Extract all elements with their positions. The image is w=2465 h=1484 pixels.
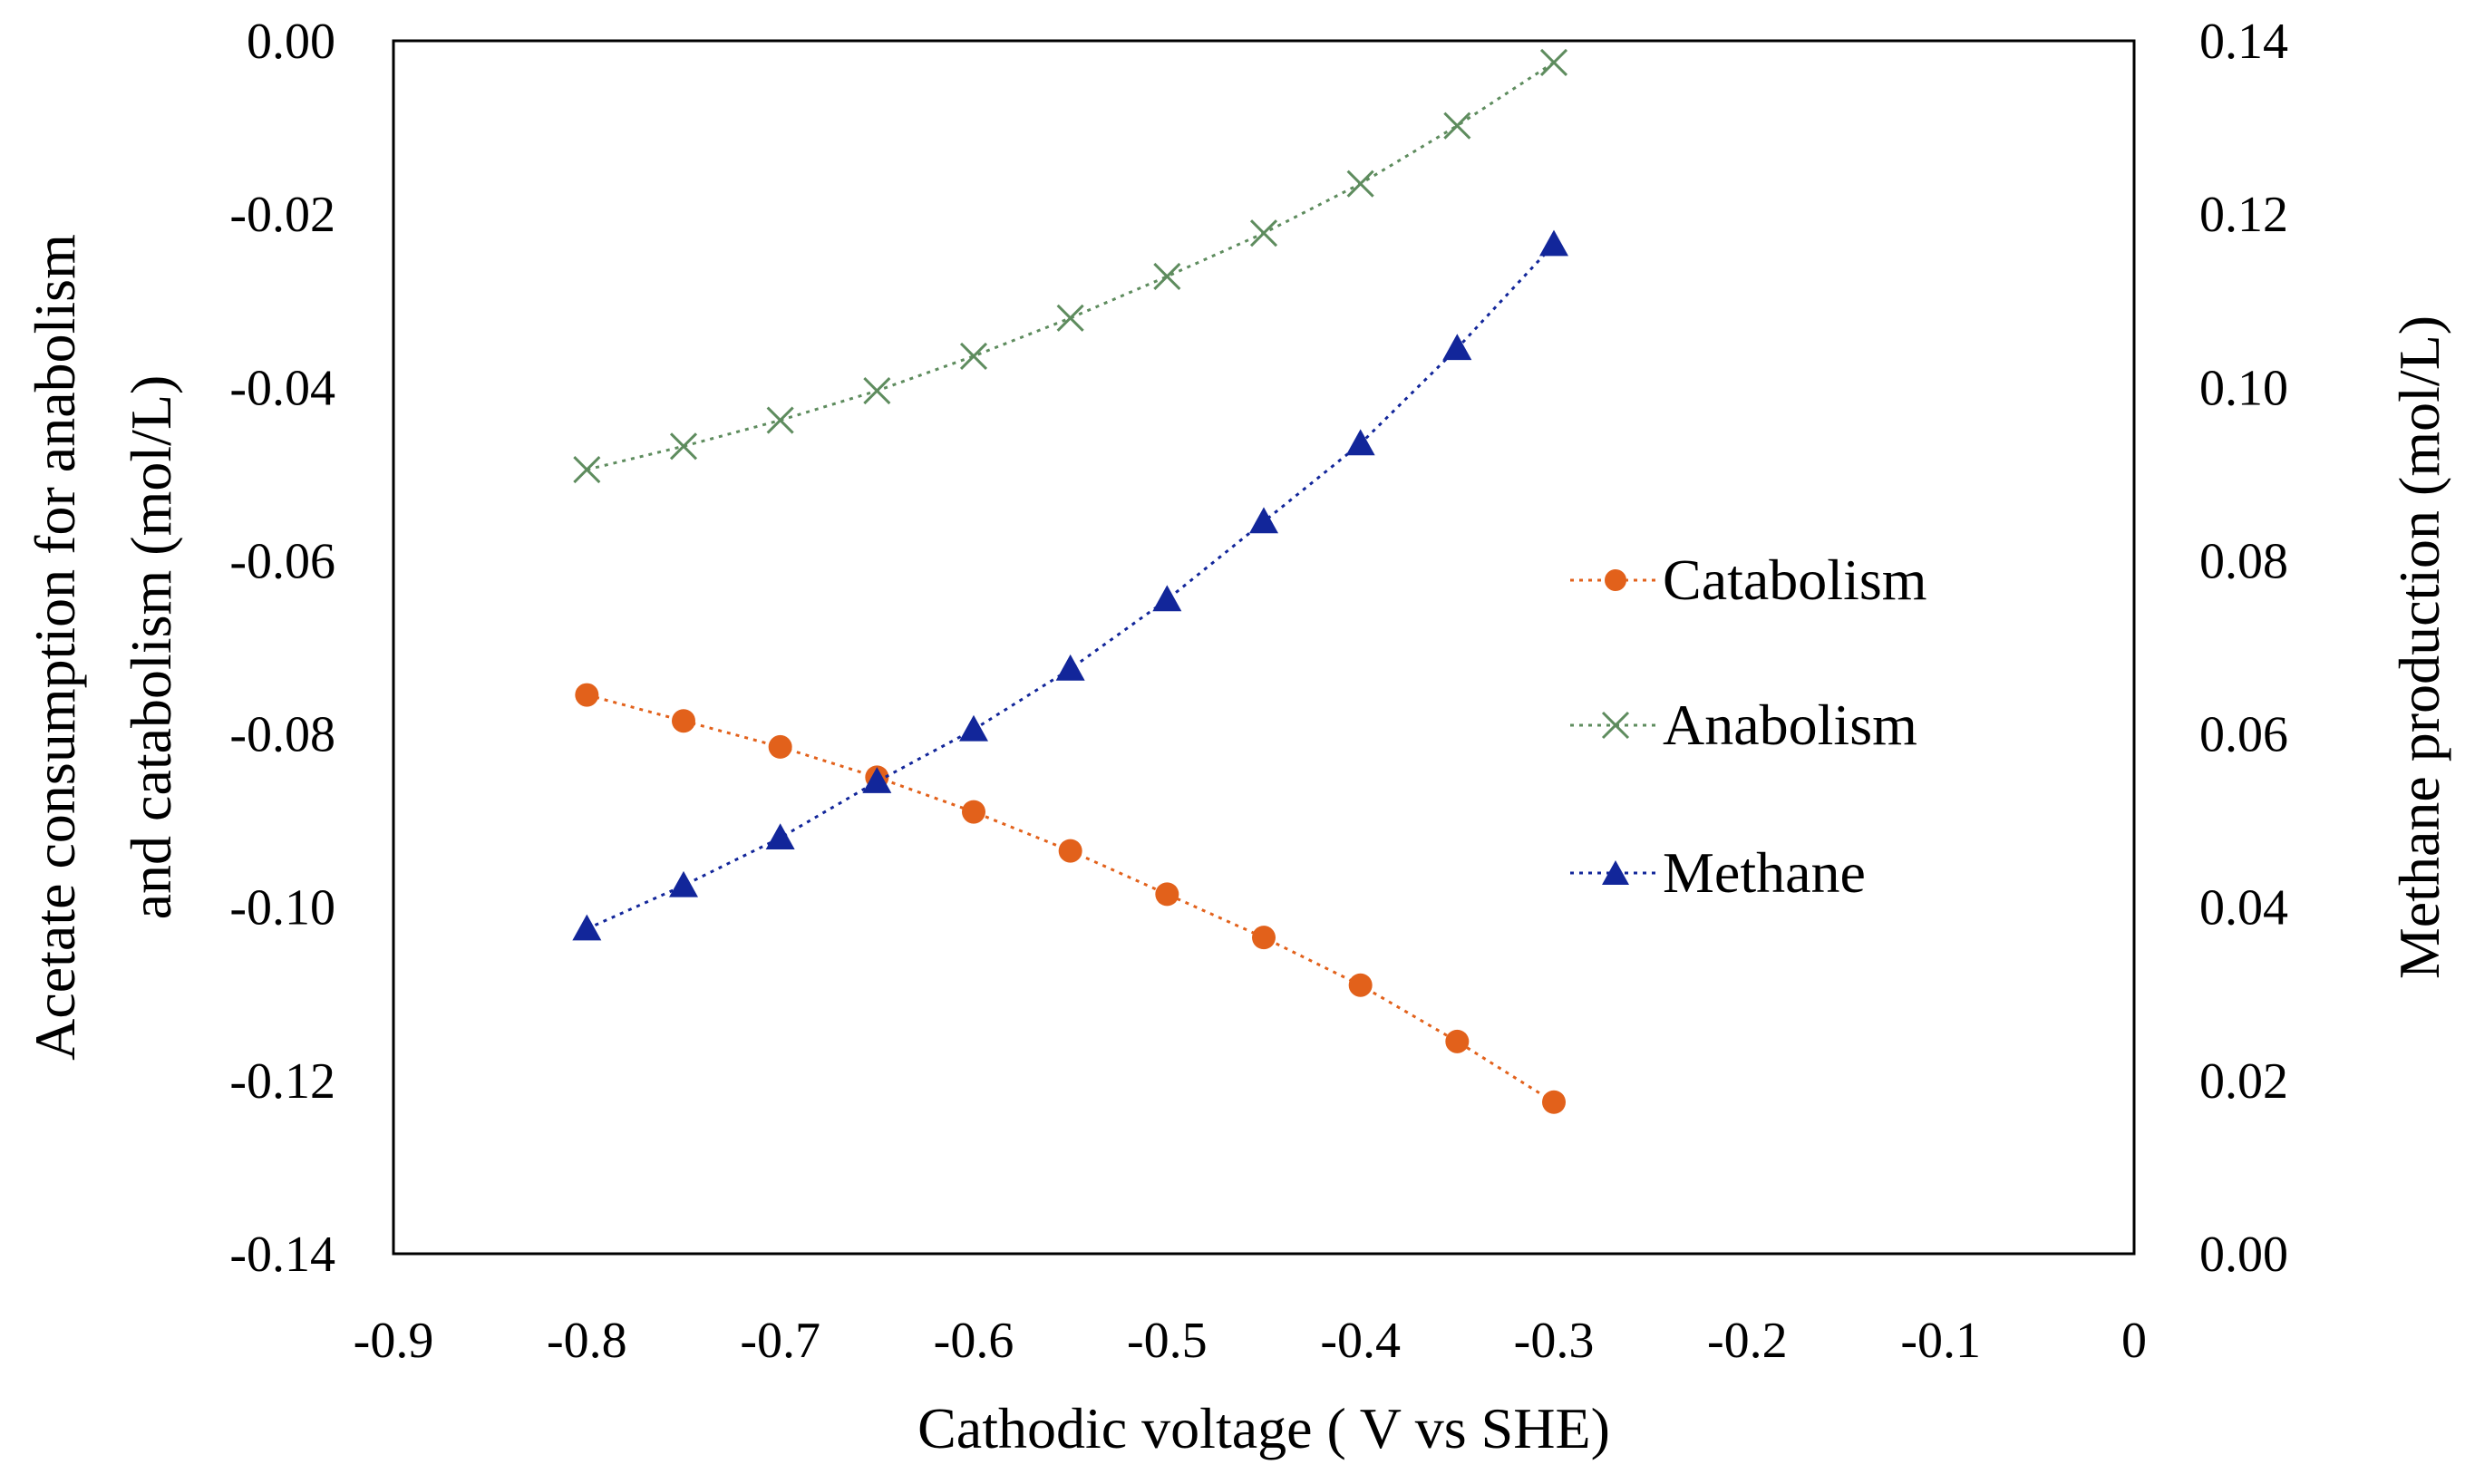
y-left-axis-title-line-1: Acetate consumption for anabolism	[23, 234, 87, 1061]
data-point-methane	[1442, 334, 1472, 361]
x-tick-label: -0.7	[740, 1313, 820, 1369]
data-point-anabolism	[573, 456, 601, 484]
x-tick-label: -0.5	[1127, 1313, 1208, 1369]
data-point-methane	[959, 714, 988, 742]
data-point-catabolism	[1542, 1090, 1566, 1114]
y-right-tick-label: 0.08	[2199, 533, 2288, 589]
x-tick-label: -0.8	[547, 1313, 627, 1369]
data-point-catabolism	[1252, 926, 1276, 950]
series-catabolism	[575, 683, 1566, 1114]
y-left-tick-label: -0.08	[229, 707, 335, 763]
data-point-anabolism	[1153, 262, 1181, 291]
legend-item-catabolism: Catabolism	[1570, 548, 1927, 612]
series-methane	[572, 229, 1568, 941]
x-tick-label: -0.3	[1514, 1313, 1595, 1369]
y-right-tick-label: 0.12	[2199, 187, 2288, 243]
x-axis-ticks: -0.9 -0.8 -0.7 -0.6 -0.5 -0.4 -0.3 -0.2 -0.1 0	[354, 1313, 2147, 1369]
data-point-catabolism	[1445, 1029, 1470, 1053]
x-tick-label: -0.4	[1320, 1313, 1401, 1369]
data-point-anabolism	[766, 406, 794, 434]
data-point-methane	[1055, 654, 1085, 681]
data-point-catabolism	[672, 709, 695, 733]
data-point-anabolism	[1249, 219, 1278, 247]
x-tick-label: -0.1	[1900, 1313, 1981, 1369]
data-point-anabolism	[959, 342, 988, 370]
legend-label-anabolism: Anabolism	[1663, 693, 1917, 757]
data-point-catabolism	[768, 734, 792, 759]
data-point-methane	[669, 870, 698, 897]
y-right-tick-label: 0.02	[2199, 1053, 2288, 1110]
y-left-tick-label: -0.10	[229, 880, 335, 936]
series-layer	[572, 48, 1568, 1114]
data-point-anabolism	[669, 432, 698, 461]
y-right-axis-ticks: 0.14 0.12 0.10 0.08 0.06 0.04 0.02 0.00	[2199, 14, 2288, 1283]
series-line-methane	[586, 243, 1556, 930]
legend-x-marker-icon	[1601, 711, 1630, 740]
y-left-tick-label: -0.12	[229, 1053, 335, 1110]
data-point-methane	[862, 767, 892, 793]
series-anabolism	[573, 48, 1568, 484]
data-point-methane	[1345, 429, 1375, 456]
data-point-catabolism	[962, 800, 985, 824]
legend-label-methane: Methane	[1663, 840, 1866, 905]
legend-item-methane: Methane	[1570, 840, 1866, 905]
y-left-tick-label: 0.00	[247, 14, 335, 70]
legend-label-catabolism: Catabolism	[1663, 548, 1927, 612]
data-point-methane	[1249, 507, 1278, 534]
y-left-axis-title-line-2: and catabolism (mol/L)	[119, 375, 183, 920]
legend: Catabolism Anabolism Methane	[1570, 548, 1927, 905]
x-tick-label: -0.9	[354, 1313, 434, 1369]
y-right-axis-title: Methane production (mol/L)	[2387, 315, 2451, 979]
data-point-anabolism	[1056, 304, 1084, 332]
x-tick-label: 0	[2121, 1313, 2147, 1369]
y-right-tick-label: 0.00	[2199, 1227, 2288, 1283]
data-point-anabolism	[1539, 48, 1568, 76]
y-right-tick-label: 0.04	[2199, 880, 2288, 936]
y-left-tick-label: -0.04	[229, 360, 335, 416]
data-point-catabolism	[1155, 882, 1179, 907]
data-point-catabolism	[1058, 839, 1082, 863]
x-axis-title: Cathodic voltage ( V vs SHE)	[917, 1396, 1610, 1460]
legend-circle-marker-icon	[1605, 569, 1626, 591]
data-point-anabolism	[863, 377, 891, 405]
y-left-tick-label: -0.02	[229, 187, 335, 243]
data-point-anabolism	[1443, 112, 1471, 140]
data-point-methane	[572, 914, 602, 941]
y-right-tick-label: 0.14	[2199, 14, 2288, 70]
y-left-axis-ticks: 0.00 -0.02 -0.04 -0.06 -0.08 -0.10 -0.12 -0.14	[229, 14, 335, 1283]
plot-area	[392, 39, 2136, 1256]
data-point-anabolism	[1346, 170, 1374, 198]
legend-item-anabolism: Anabolism	[1570, 693, 1917, 757]
y-right-tick-label: 0.10	[2199, 360, 2288, 416]
series-line-catabolism	[586, 694, 1555, 1104]
x-tick-label: -0.2	[1707, 1313, 1788, 1369]
data-point-methane	[765, 823, 795, 850]
x-tick-label: -0.6	[934, 1313, 1014, 1369]
data-point-catabolism	[1348, 973, 1373, 997]
y-left-tick-label: -0.06	[229, 533, 335, 589]
legend-triangle-marker-icon	[1602, 860, 1629, 885]
data-point-methane	[1539, 229, 1568, 257]
series-line-anabolism	[586, 61, 1555, 471]
y-right-tick-label: 0.06	[2199, 707, 2288, 763]
data-point-methane	[1152, 585, 1182, 612]
y-left-tick-label: -0.14	[229, 1227, 335, 1283]
data-point-catabolism	[575, 683, 599, 707]
